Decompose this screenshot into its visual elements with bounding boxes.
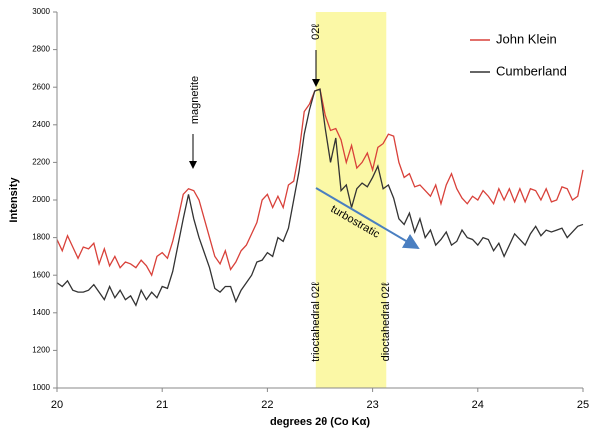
x-tick-label: 24 [472, 399, 484, 411]
y-tick-label: 1800 [32, 233, 50, 242]
series-line [56, 88, 584, 307]
legend-label: Cumberland [496, 63, 567, 78]
y-tick-label: 2400 [32, 120, 50, 129]
x-axis-title: degrees 2θ (Co Kα) [270, 416, 370, 428]
legend-label: John Klein [496, 31, 557, 46]
x-tick-label: 20 [51, 399, 63, 411]
x-tick-label: 21 [156, 399, 168, 411]
x-tick-label: 25 [577, 399, 589, 411]
y-tick-label: 1000 [32, 383, 50, 392]
annotation: dioctahedral 02ℓ [380, 282, 392, 361]
x-tick-label: 22 [261, 399, 273, 411]
y-tick-label: 1200 [32, 346, 50, 355]
annotation: magnetite [189, 76, 201, 124]
y-tick-label: 2200 [32, 158, 50, 167]
highlight-band [315, 12, 387, 388]
y-tick-label: 2800 [32, 45, 50, 54]
y-tick-label: 1600 [32, 270, 50, 279]
y-tick-label: 2000 [32, 195, 50, 204]
y-tick-label: 2600 [32, 82, 50, 91]
x-tick-label: 23 [366, 399, 378, 411]
y-tick-label: 3000 [32, 7, 50, 16]
annotation: 02ℓ [310, 24, 322, 40]
y-axis-title: Intensity [8, 177, 20, 223]
annotation-arrow [315, 187, 420, 250]
y-tick-label: 1400 [32, 308, 50, 317]
annotation: trioctahedral 02ℓ [310, 282, 322, 362]
